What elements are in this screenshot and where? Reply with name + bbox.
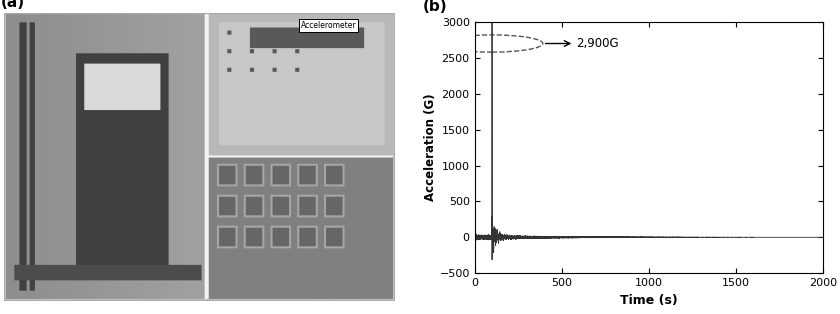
Text: 2,900G: 2,900G — [576, 37, 618, 50]
X-axis label: Time (s): Time (s) — [620, 294, 678, 306]
Y-axis label: Acceleration (G): Acceleration (G) — [423, 94, 437, 201]
Text: Accelerometer: Accelerometer — [301, 21, 356, 30]
Text: (a): (a) — [0, 0, 24, 10]
Text: (b): (b) — [423, 0, 447, 14]
